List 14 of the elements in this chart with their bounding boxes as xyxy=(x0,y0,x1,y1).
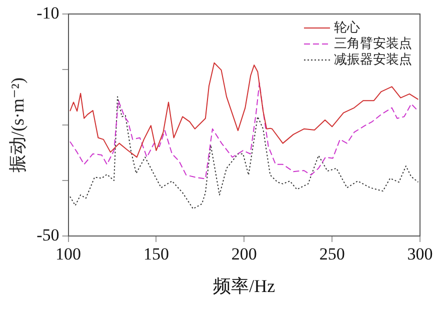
y-axis-title: 振动/(s·m⁻²) xyxy=(8,78,28,172)
x-tick-label: 250 xyxy=(319,244,345,264)
legend-label: 三角臂安装点 xyxy=(334,35,412,50)
legend-label: 减振器安装点 xyxy=(334,51,412,66)
legend-label: 轮心 xyxy=(334,19,360,34)
x-tick-label: 300 xyxy=(407,244,433,264)
x-tick-label: 100 xyxy=(56,244,82,264)
x-tick-label: 150 xyxy=(143,244,169,264)
y-tick-label: -50 xyxy=(36,225,60,244)
line-series xyxy=(70,96,419,210)
y-tick-label: -10 xyxy=(36,3,60,22)
x-axis-title: 频率/Hz xyxy=(213,276,276,296)
x-tick-label: 200 xyxy=(231,244,257,264)
line-series xyxy=(70,82,419,180)
